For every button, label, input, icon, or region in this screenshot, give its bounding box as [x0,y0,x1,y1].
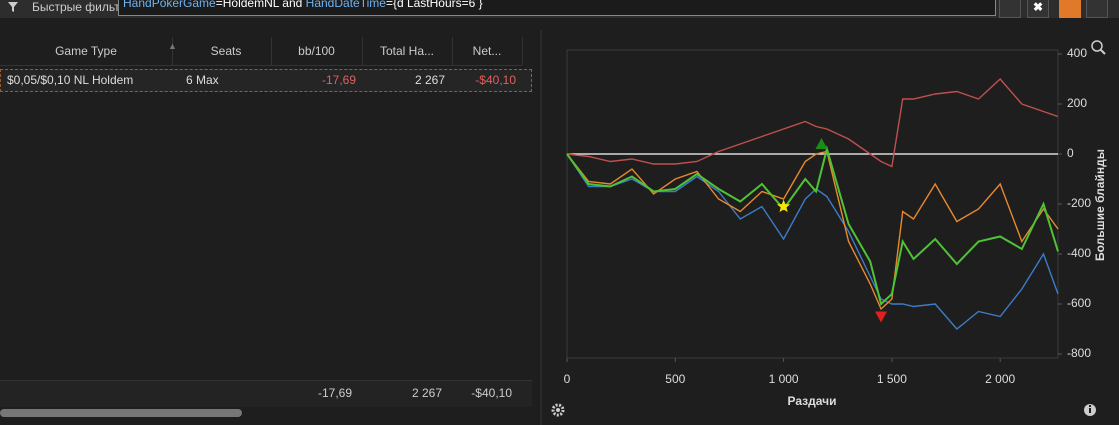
footer-cell: -$40,10 [471,386,512,400]
scrollbar[interactable] [0,409,242,417]
x-axis-title: Раздачи [788,394,837,408]
y-tick-label: -600 [1067,296,1091,310]
layout-button[interactable] [1086,0,1108,18]
column-header[interactable]: Game Type [0,37,173,65]
y-tick-label: 400 [1067,46,1087,60]
column-header[interactable]: bb/100 [271,37,363,65]
marker [875,311,888,323]
footer-cell: 2 267 [411,386,442,400]
settings-icon[interactable] [551,403,565,417]
column-header[interactable]: Seats [181,37,272,65]
marker [776,199,791,213]
zoom-icon[interactable] [1091,40,1106,55]
query-token: =HoldemNL and [215,0,306,10]
y-tick-label: 0 [1067,146,1074,160]
query-token: HandPokerGame [123,0,216,10]
table-footer [0,380,532,407]
x-tick-label: 2 000 [985,372,1015,386]
y-tick-label: -800 [1067,346,1091,360]
table-cell: $0,05/$0,10 NL Holdem [7,73,134,87]
table-cell: -$40,10 [475,73,516,87]
query-token: HandDateTime [305,0,386,10]
table-cell: 6 Max [186,73,219,87]
splitter[interactable] [540,30,542,425]
sort-arrow: ▲ [168,41,177,51]
graph-button[interactable] [1059,0,1081,18]
x-tick-label: 0 [564,372,571,386]
plot-area [566,49,1059,359]
query-input[interactable]: HandPokerGame=HoldemNL and HandDateTime=… [118,0,996,16]
x-tick-label: 1 000 [769,372,799,386]
chart: Раздачи Большие блайнды 400 200 0 -200 -400 -… [551,40,1107,417]
y-tick-label: 200 [1067,96,1087,110]
x-tick-label: 500 [665,372,685,386]
save-button[interactable] [999,0,1021,18]
footer-cell: -17,69 [317,386,352,400]
marker [815,138,828,149]
filter-icon[interactable] [6,0,20,14]
series-line [566,77,1059,168]
x-tick-label: 1 500 [877,372,907,386]
filter-label: Быстрые фильт [32,0,120,14]
column-header[interactable]: Net... [452,37,523,65]
table-cell: -17,69 [321,73,356,87]
y-axis-title: Большие блайнды [1093,149,1107,261]
info-icon[interactable] [1084,404,1096,416]
clear-button[interactable]: ✖ [1027,0,1049,18]
y-tick-label: -400 [1067,246,1091,260]
query-token: ={d LastHours=6 } [385,0,483,10]
y-tick-label: -200 [1067,196,1091,210]
column-header[interactable]: Total Ha... [362,37,453,65]
row-highlight[interactable] [0,69,532,92]
table-cell: 2 267 [414,73,445,87]
